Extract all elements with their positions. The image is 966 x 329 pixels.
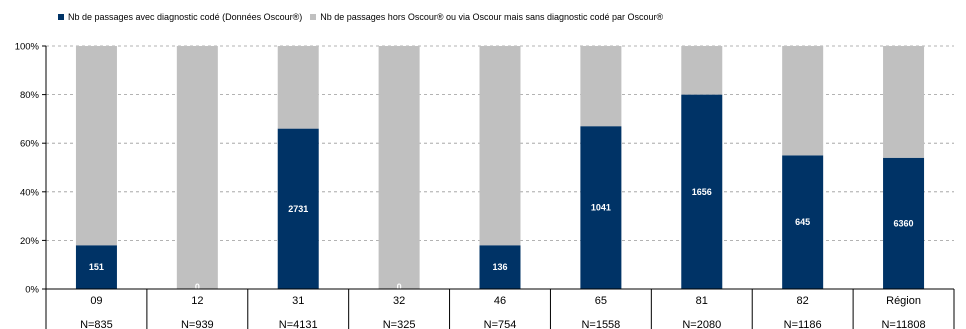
x-category-label: Région (886, 295, 921, 307)
legend-item-coded: Nb de passages avec diagnostic codé (Don… (58, 12, 302, 22)
bar-uncoded (176, 46, 218, 289)
y-tick-label: 20% (20, 236, 40, 247)
bar-coded (580, 126, 622, 289)
bar-value-label: 6360 (894, 218, 914, 228)
x-category-label: 81 (696, 295, 708, 307)
x-n-label: N=325 (383, 319, 416, 329)
x-n-label: N=939 (181, 319, 214, 329)
legend-label-uncoded: Nb de passages hors Oscour® ou via Oscou… (320, 12, 664, 22)
bar-coded (479, 245, 521, 289)
bar-uncoded (782, 46, 824, 156)
x-n-label: N=754 (484, 319, 517, 329)
x-category-label: 12 (191, 295, 203, 307)
x-n-label: N=835 (80, 319, 113, 329)
bar-value-label: 645 (795, 217, 810, 227)
axes: 0% 20% 40% 60% 80% 100% 09 N=835 12 N=939 31 N=4131… (15, 42, 955, 329)
x-category-label: 46 (494, 295, 506, 307)
bar-uncoded (479, 46, 521, 246)
bar-value-label: 151 (89, 262, 104, 272)
y-tick-label: 80% (20, 90, 40, 101)
legend-swatch-uncoded-icon (310, 14, 317, 20)
x-category-label: 65 (595, 295, 607, 307)
y-tick-label: 60% (20, 139, 40, 150)
bar-coded (782, 155, 824, 289)
bar-uncoded (378, 46, 420, 289)
bar-uncoded (277, 46, 319, 129)
legend: Nb de passages avec diagnostic codé (Don… (58, 10, 671, 24)
bar-coded (75, 245, 117, 289)
bar-value-label: 0 (195, 282, 200, 292)
x-n-label: N=1186 (784, 319, 822, 329)
bar-value-label: 2731 (288, 204, 308, 214)
bar-coded (277, 128, 319, 289)
legend-label-coded: Nb de passages avec diagnostic codé (Don… (68, 12, 303, 22)
y-tick-label: 0% (25, 285, 39, 296)
x-category-label: 09 (90, 295, 102, 307)
x-n-label: N=11808 (881, 319, 925, 329)
bar-uncoded (75, 46, 117, 246)
x-n-label: N=1558 (581, 319, 620, 329)
x-category-label: 32 (393, 295, 405, 307)
bar-value-label: 0 (397, 282, 402, 292)
bars: 151 0 2731 0 136 1041 1656 645 6360 (75, 46, 925, 292)
bar-uncoded (681, 46, 723, 95)
legend-item-uncoded: Nb de passages hors Oscour® ou via Oscou… (310, 12, 663, 22)
bar-coded (883, 157, 925, 289)
x-category-label: 82 (797, 295, 809, 307)
x-n-label: N=2080 (682, 319, 721, 329)
bar-coded (681, 94, 723, 289)
y-tick-label: 100% (15, 42, 40, 53)
bar-value-label: 136 (492, 262, 507, 272)
bar-value-label: 1656 (692, 187, 712, 197)
bar-uncoded (883, 46, 925, 158)
x-n-label: N=4131 (279, 319, 318, 329)
bar-uncoded (580, 46, 622, 127)
bar-value-label: 1041 (591, 203, 611, 213)
legend-swatch-coded-icon (58, 14, 64, 20)
y-tick-label: 40% (20, 187, 40, 198)
x-category-label: 31 (292, 295, 304, 307)
